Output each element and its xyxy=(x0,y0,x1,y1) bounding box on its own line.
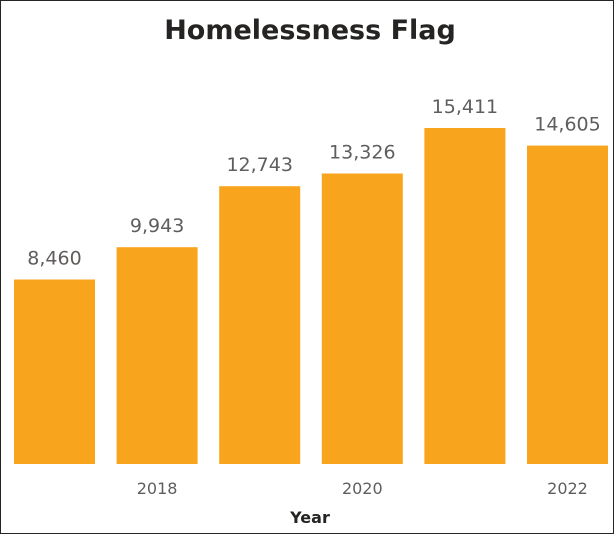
bar-2019[interactable] xyxy=(219,186,301,464)
data-label-2022: 14,605 xyxy=(534,114,600,136)
data-label-2021: 15,411 xyxy=(432,96,498,118)
data-label-2019: 12,743 xyxy=(226,154,292,176)
data-labels-group: 8,460 9,943 12,743 13,326 15,411 14,605 xyxy=(27,96,600,270)
x-tick-label-2020: 2020 xyxy=(342,479,383,498)
data-label-2017: 8,460 xyxy=(27,248,81,270)
chart-title: Homelessness Flag xyxy=(164,15,456,46)
bar-2021[interactable] xyxy=(424,128,506,464)
x-tick-label-2018: 2018 xyxy=(137,479,178,498)
data-label-2020: 13,326 xyxy=(329,142,395,164)
bars-group xyxy=(14,128,608,464)
x-tick-labels-group: 2018 2020 2022 xyxy=(137,479,588,498)
bar-2020[interactable] xyxy=(321,173,403,465)
bar-2017[interactable] xyxy=(14,279,95,465)
bar-2018[interactable] xyxy=(116,247,198,464)
x-axis-title: Year xyxy=(289,508,330,527)
x-tick-label-2022: 2022 xyxy=(547,479,588,498)
bar-2022[interactable] xyxy=(527,145,608,464)
data-label-2018: 9,943 xyxy=(130,215,184,237)
